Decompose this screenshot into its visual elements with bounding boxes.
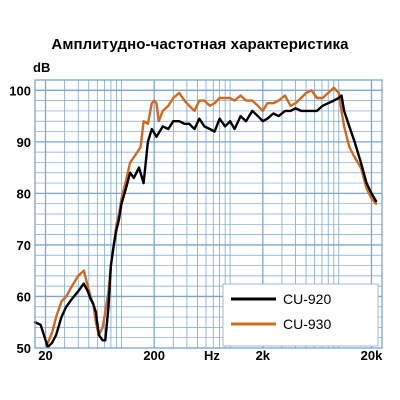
legend-label-cu-920: CU-920 — [283, 291, 331, 307]
y-tick-label: 50 — [17, 341, 31, 356]
series-lines — [33, 86, 378, 349]
plot-frame — [34, 79, 383, 349]
x-tick-label: 20 — [38, 348, 52, 363]
y-tick-label: 60 — [17, 289, 31, 304]
y-tick-label: 100 — [9, 83, 31, 98]
y-axis-label: dB — [33, 60, 50, 75]
x-tick-label: 2k — [256, 348, 271, 363]
tick-labels: 100 90 80 70 60 50 20 200 2k 20k — [9, 83, 383, 363]
x-axis-label: Hz — [204, 348, 220, 363]
series-line-cu-920 — [33, 94, 378, 349]
legend-box — [222, 283, 379, 347]
legend-label-cu-930: CU-930 — [283, 316, 331, 332]
y-tick-label: 90 — [17, 135, 31, 150]
y-tick-label: 70 — [17, 238, 31, 253]
x-tick-label: 200 — [143, 348, 165, 363]
y-tick-label: 80 — [17, 186, 31, 201]
x-tick-label: 20k — [361, 348, 383, 363]
legend: CU-920 CU-930 — [222, 283, 379, 347]
chart-title: Амплитудно-частотная характеристика — [51, 36, 349, 53]
